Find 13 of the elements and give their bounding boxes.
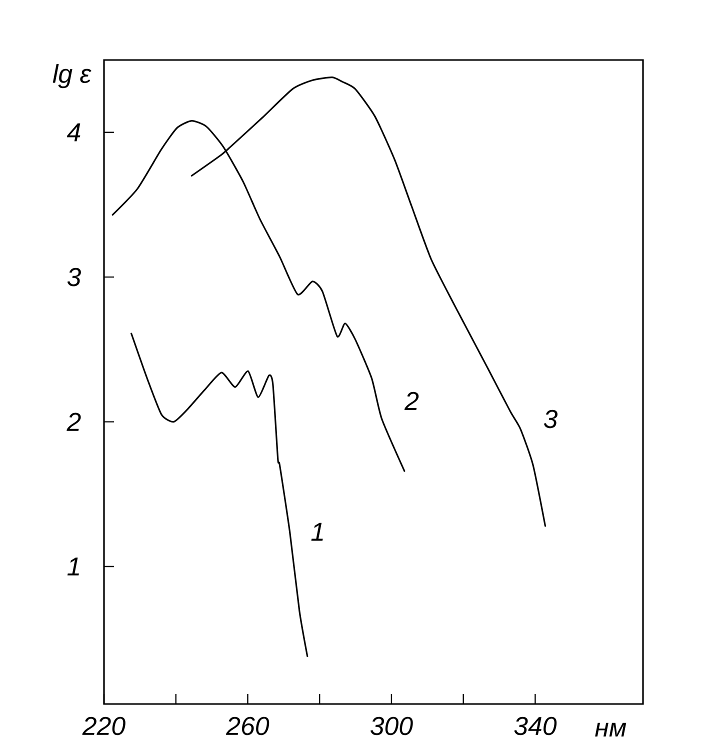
series-label: 1	[311, 522, 323, 541]
series-label: 2	[404, 392, 419, 410]
x-tick-label: 300	[370, 716, 413, 736]
x-tick-label: 260	[226, 716, 270, 736]
y-tick-label: 2	[66, 412, 81, 431]
x-tick-label: 340	[514, 716, 557, 736]
x-axis-title: нм	[595, 722, 626, 737]
y-tick-label: 4	[66, 123, 80, 142]
y-axis-title: lg ε	[52, 64, 92, 88]
y-tick-label: 1	[67, 558, 79, 576]
y-tick-label: 3	[67, 268, 81, 286]
x-tick-label: 220	[82, 716, 126, 736]
series-label: 3	[544, 410, 558, 428]
